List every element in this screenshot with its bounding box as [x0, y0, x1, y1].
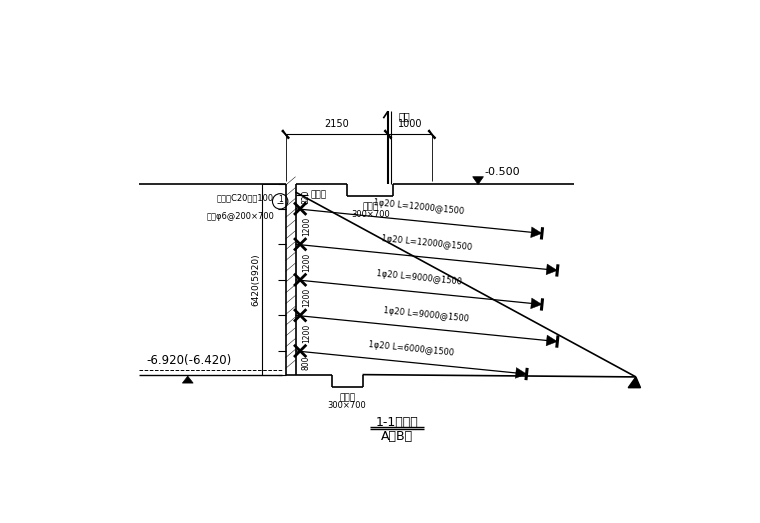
Polygon shape [530, 227, 542, 237]
Text: 1: 1 [278, 195, 283, 203]
Text: 1φ20 L=12000@1500: 1φ20 L=12000@1500 [381, 234, 472, 252]
Text: 800: 800 [302, 356, 311, 370]
Polygon shape [515, 368, 527, 378]
Text: 泄水管: 泄水管 [311, 190, 327, 199]
Polygon shape [546, 264, 557, 275]
Text: 300×700: 300×700 [328, 401, 366, 410]
Text: 820: 820 [302, 189, 311, 204]
Text: 排水沟: 排水沟 [339, 393, 355, 402]
Text: 300×700: 300×700 [351, 210, 390, 219]
Text: 1200: 1200 [302, 324, 311, 343]
Text: 1φ20 L=6000@1500: 1φ20 L=6000@1500 [368, 339, 454, 357]
Text: 排水沟: 排水沟 [363, 202, 378, 211]
Text: A～B段: A～B段 [381, 430, 413, 442]
Text: 1φ20 L=9000@1500: 1φ20 L=9000@1500 [383, 305, 470, 323]
Text: 1200: 1200 [302, 253, 311, 271]
Text: 1000: 1000 [397, 119, 422, 129]
Polygon shape [629, 377, 641, 388]
Text: 2150: 2150 [325, 119, 349, 129]
Text: -0.500: -0.500 [484, 167, 520, 177]
Polygon shape [182, 376, 193, 383]
Text: -6.920(-6.420): -6.920(-6.420) [147, 354, 232, 367]
Polygon shape [546, 335, 557, 346]
Text: 钢筋φ6@200×700: 钢筋φ6@200×700 [206, 212, 274, 221]
Text: 1-1剖面图: 1-1剖面图 [376, 416, 419, 429]
Polygon shape [473, 177, 483, 185]
Text: 桩柱: 桩柱 [399, 111, 410, 121]
Text: 1φ20 L=12000@1500: 1φ20 L=12000@1500 [373, 198, 464, 215]
Text: 1200: 1200 [302, 288, 311, 307]
Text: 1φ20 L=9000@1500: 1φ20 L=9000@1500 [375, 269, 462, 287]
Polygon shape [530, 298, 542, 309]
Text: 1200: 1200 [302, 217, 311, 236]
Text: 喷射砼C20，厚100: 喷射砼C20，厚100 [217, 194, 274, 202]
Text: 6420(5920): 6420(5920) [252, 253, 261, 306]
